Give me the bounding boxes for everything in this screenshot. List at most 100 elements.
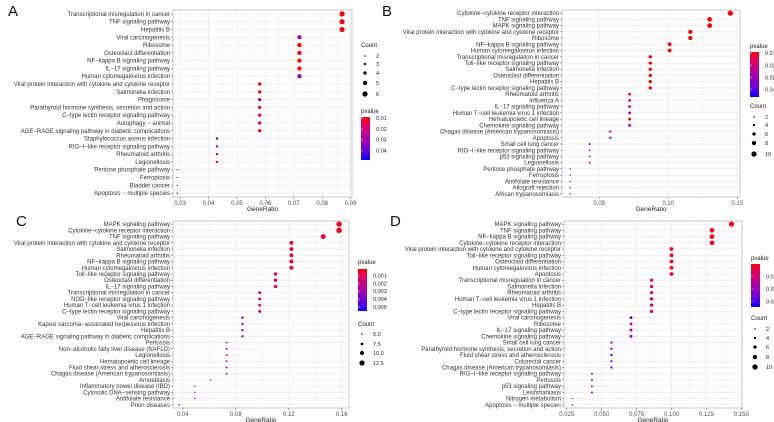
term-label: Ribosome	[534, 322, 562, 328]
data-point	[610, 347, 613, 350]
term-label: IL−17 signaling pathway	[105, 66, 170, 72]
term-label: Human cytomegalovirus infection	[82, 266, 170, 272]
count-legend-dot	[751, 151, 757, 157]
data-point	[339, 19, 345, 25]
plot-panel	[561, 9, 741, 198]
data-point	[609, 130, 612, 133]
term-label: TNF signaling pathway	[500, 228, 561, 234]
data-point	[297, 74, 302, 79]
pvalue-colorbar	[358, 269, 367, 311]
data-point	[648, 61, 652, 65]
colorbar-tick-label: 0.02	[766, 287, 774, 293]
term-label: Osteoclast differentiation	[493, 73, 559, 79]
data-point	[569, 180, 571, 183]
x-tick-label: 0.08	[230, 412, 242, 418]
term-label: Hematopoietic cell lineage	[100, 359, 171, 365]
colorbar-tick-label: 0.004	[373, 297, 387, 303]
data-point	[215, 145, 219, 148]
x-tick-label: 0.08	[316, 201, 328, 207]
count-legend-dot	[363, 62, 367, 66]
colorbar-tick-label: 0.03	[376, 138, 387, 144]
term-label: p53 signaling pathway	[500, 154, 559, 160]
count-legend-label: 8	[766, 355, 769, 361]
term-label: Allograft rejection	[513, 186, 559, 192]
data-point	[610, 366, 613, 369]
data-point	[629, 322, 633, 326]
term-label: Apoptosis	[533, 136, 559, 142]
x-tick-label: 0.150	[734, 412, 750, 418]
data-point	[588, 149, 591, 152]
term-label: Viral carcinogenesis	[507, 316, 561, 322]
term-label: Rheumatoid arthritis	[505, 92, 559, 98]
data-point	[225, 354, 228, 356]
colorbar-tick-label: 0.04	[376, 148, 387, 154]
term-label: Toll−like receptor signaling pathway	[466, 253, 561, 259]
term-label: Hepatitis B	[530, 80, 559, 86]
term-label: Osteoclast differentiation	[104, 278, 170, 284]
data-point	[569, 174, 571, 176]
data-point	[629, 328, 633, 332]
x-tick-label: 0.05	[593, 201, 605, 207]
term-label: Rheumatoid arthritis	[507, 291, 561, 297]
term-label: TNF signaling pathway	[109, 235, 170, 241]
term-label: Pentose phosphate pathway	[94, 168, 170, 174]
data-point	[610, 360, 613, 363]
count-legend-dot	[362, 80, 368, 86]
data-point	[590, 379, 593, 381]
x-tick-label: 0.07	[288, 201, 300, 207]
pvalue-colorbar	[751, 264, 760, 307]
panel-label: B	[382, 3, 392, 20]
data-point	[628, 92, 632, 96]
term-label: Chagas disease (American trypanosomiasis…	[440, 130, 559, 136]
colorbar-tick-label: 0.002	[373, 281, 387, 287]
term-label: Kaposi sarcoma−associated herpesvirus in…	[38, 322, 170, 328]
count-legend-label: 7.5	[373, 342, 381, 348]
count-legend-dot	[752, 364, 758, 370]
count-legend-label: 4	[765, 123, 768, 129]
data-point	[629, 316, 633, 320]
data-point	[709, 227, 715, 233]
x-tick-label: 0.025	[559, 412, 575, 418]
data-point	[727, 10, 733, 16]
data-point	[648, 67, 652, 71]
data-point	[297, 42, 302, 48]
term-label: Hematopoietic cell lineage	[489, 117, 560, 123]
term-label: Transcriptional misregulation in cancer	[68, 12, 171, 18]
data-point	[628, 111, 632, 115]
colorbar-tick-label: 0.005	[373, 305, 387, 311]
data-point	[571, 397, 574, 400]
x-tick-label: 0.06	[259, 201, 271, 207]
term-label: p53 signaling pathway	[502, 384, 561, 390]
term-label: NF−kappa B signaling pathway	[87, 260, 170, 266]
count-legend-dot	[752, 123, 756, 127]
count-legend-dot	[364, 55, 366, 57]
x-tick-label: 0.125	[699, 412, 715, 418]
data-point	[707, 16, 713, 22]
count-legend-label: 6	[376, 92, 379, 98]
x-axis-title: GeneRatio	[635, 206, 666, 213]
count-legend-dot	[752, 132, 756, 136]
data-point	[176, 176, 178, 179]
panel-label: C	[16, 213, 27, 230]
data-point	[241, 316, 244, 319]
term-label: TNF signaling pathway	[109, 20, 170, 26]
term-label: Human T−cell leukemia virus 1 infection	[453, 111, 559, 117]
count-legend-label: 10	[766, 365, 772, 371]
term-label: Staphylococcus aureus infection	[84, 137, 170, 143]
term-label: Viral protein interaction with cytokine …	[14, 82, 170, 88]
x-tick-label: 0.10	[662, 201, 674, 207]
plot-panel	[172, 220, 350, 409]
data-point	[728, 221, 735, 227]
term-label: RIG−I−like receptor signaling pathway	[69, 144, 170, 150]
data-point	[571, 404, 574, 406]
term-label: Viral carcinogenesis	[116, 35, 170, 41]
data-point	[628, 117, 632, 121]
pvalue-legend-title: pvalue	[750, 44, 768, 50]
term-label: Hepatitis B	[141, 328, 170, 334]
data-point	[669, 265, 674, 270]
data-point	[669, 247, 674, 251]
x-tick-label: 0.16	[336, 412, 348, 418]
data-point	[688, 29, 693, 34]
term-label: TNF signaling pathway	[498, 17, 559, 23]
data-point	[667, 48, 672, 53]
